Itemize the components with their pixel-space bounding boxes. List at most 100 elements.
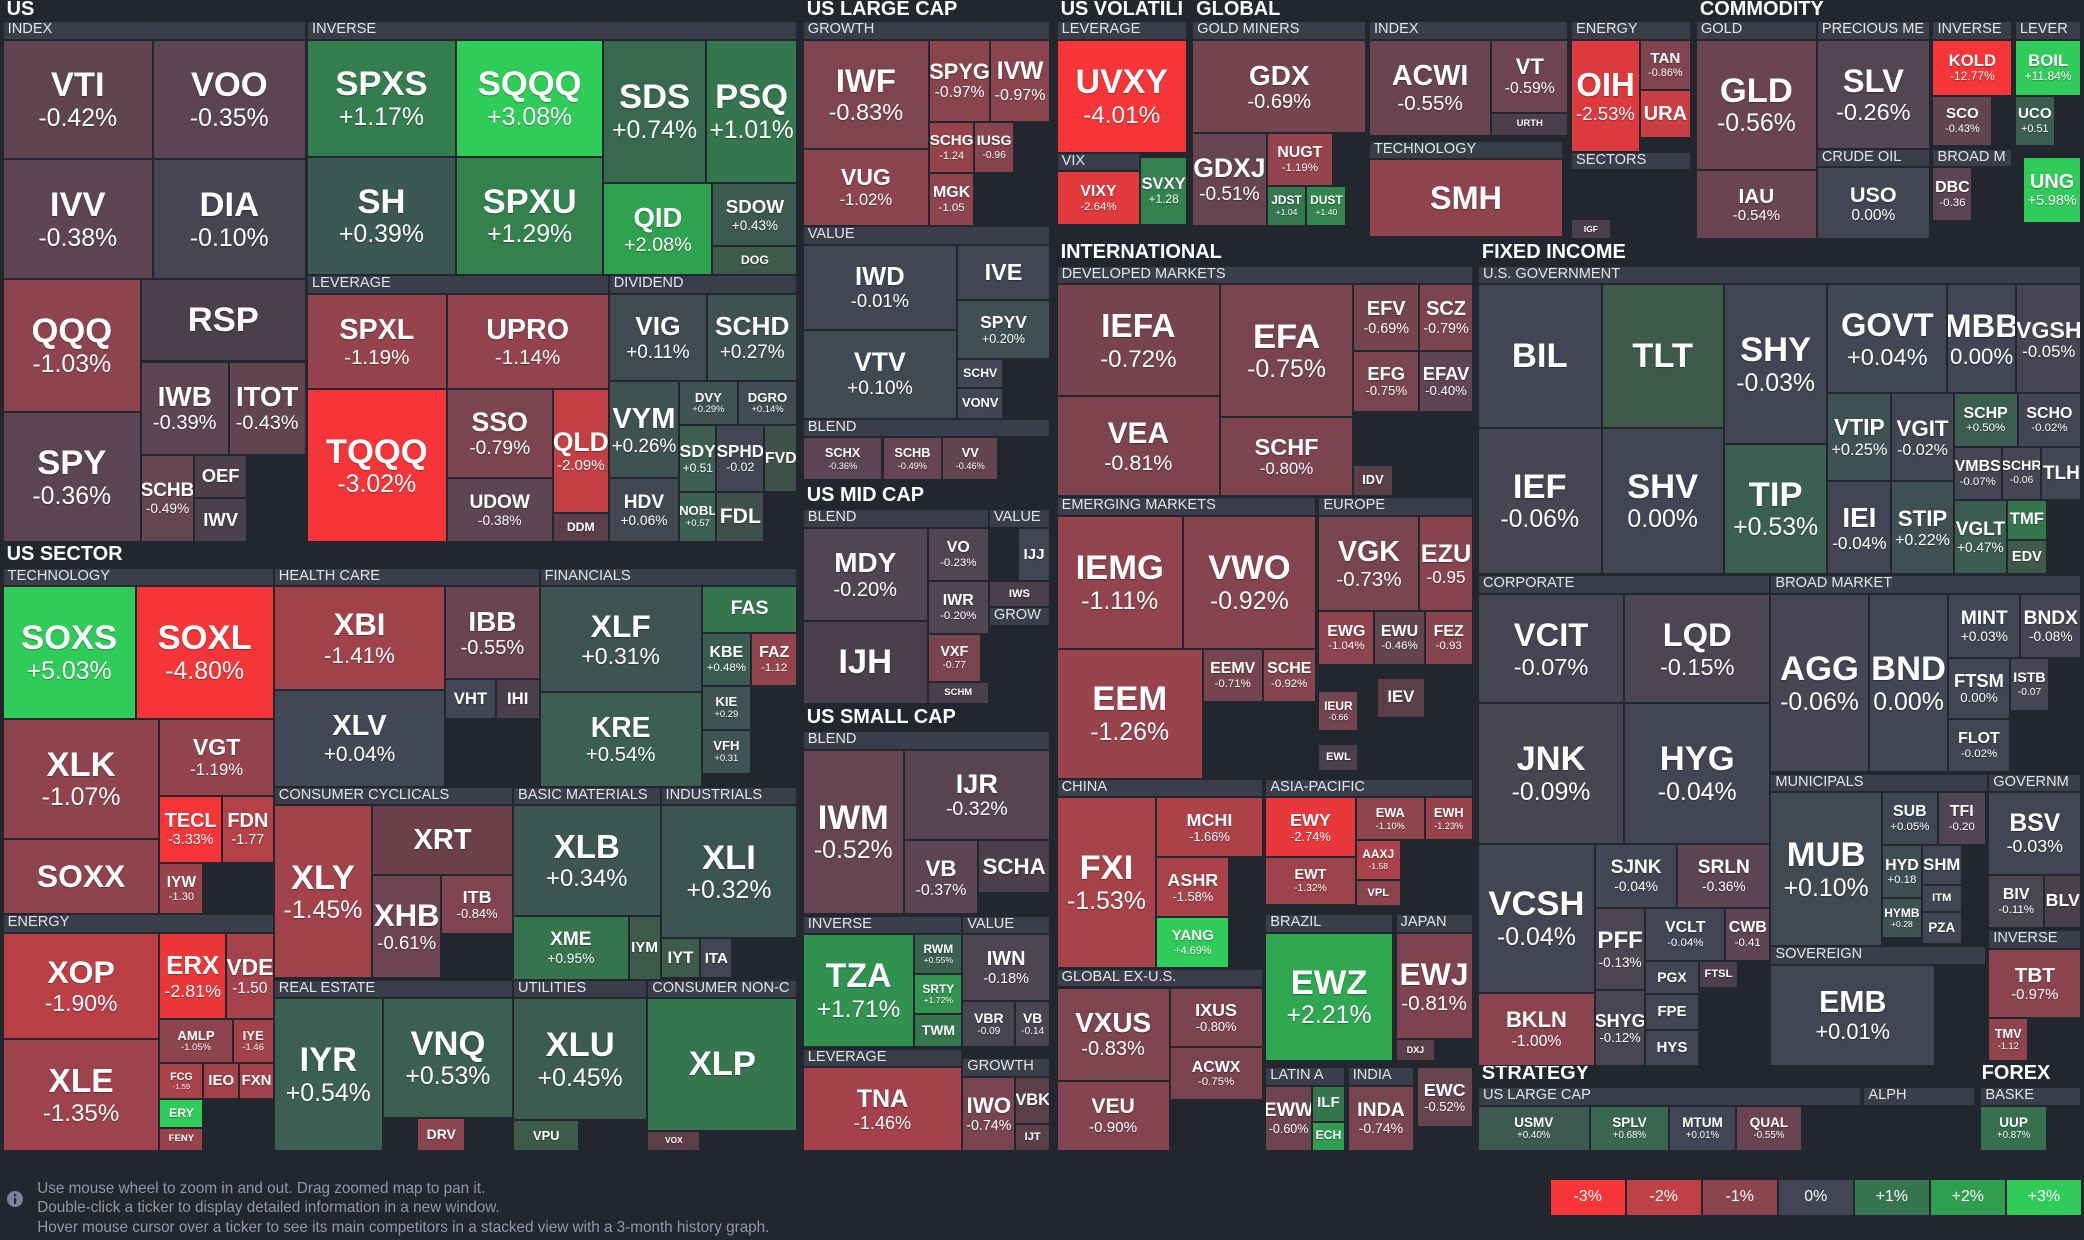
- etf-tile[interactable]: SHY -0.03%: [1723, 284, 1828, 444]
- etf-tile[interactable]: IVV -0.38%: [2, 159, 153, 280]
- etf-tile[interactable]: SCHP +0.50%: [1953, 393, 2018, 447]
- etf-tile[interactable]: XOP -1.90%: [2, 933, 160, 1040]
- etf-tile[interactable]: VCSH -0.04%: [1477, 843, 1595, 993]
- etf-tile[interactable]: VEU -0.90%: [1056, 1080, 1170, 1151]
- etf-tile[interactable]: GOVT +0.04%: [1827, 284, 1948, 394]
- etf-tile[interactable]: VPL: [1355, 879, 1401, 907]
- etf-tile[interactable]: IWS: [988, 580, 1050, 608]
- etf-tile[interactable]: ITOT -0.43%: [228, 361, 306, 455]
- etf-tile[interactable]: KOLD -12.77%: [1932, 39, 2013, 96]
- etf-tile[interactable]: KBE +0.48%: [701, 632, 751, 686]
- etf-tile[interactable]: VBR -0.09: [962, 1000, 1016, 1048]
- etf-tile[interactable]: IEF -0.06%: [1477, 427, 1602, 575]
- etf-tile[interactable]: VTIP +0.25%: [1827, 393, 1892, 482]
- etf-tile[interactable]: EZU -0.95: [1419, 515, 1473, 612]
- etf-tile[interactable]: EWC -0.52%: [1416, 1067, 1473, 1128]
- etf-tile[interactable]: SCHR -0.06: [2001, 446, 2042, 500]
- etf-tile[interactable]: BSV -0.03%: [1988, 792, 2082, 875]
- etf-tile[interactable]: SJNK -0.04%: [1594, 843, 1678, 908]
- etf-tile[interactable]: VUG -1.02%: [802, 148, 929, 226]
- etf-tile[interactable]: FDN -1.77: [221, 796, 274, 863]
- etf-tile[interactable]: UPRO -1.14%: [446, 293, 609, 390]
- etf-tile[interactable]: VFH +0.31: [701, 729, 751, 774]
- etf-tile[interactable]: ACWX -0.75%: [1169, 1047, 1263, 1101]
- etf-tile[interactable]: EDV: [2006, 539, 2047, 575]
- etf-tile[interactable]: UNG +5.98%: [2022, 156, 2082, 224]
- etf-tile[interactable]: FAZ -1.12: [750, 632, 798, 686]
- etf-tile[interactable]: TIP +0.53%: [1723, 443, 1828, 575]
- etf-tile[interactable]: TQQQ -3.02%: [307, 389, 447, 543]
- etf-tile[interactable]: PSQ +1.01%: [705, 39, 798, 184]
- etf-tile[interactable]: VT -0.59%: [1491, 39, 1569, 113]
- etf-tile[interactable]: SH +0.39%: [307, 156, 456, 276]
- etf-tile[interactable]: IYR +0.54%: [273, 998, 383, 1151]
- etf-tile[interactable]: SCHX -0.36%: [802, 437, 883, 480]
- etf-tile[interactable]: FEZ -0.93: [1424, 611, 1473, 665]
- etf-tile[interactable]: VGK -0.73%: [1318, 515, 1420, 612]
- etf-tile[interactable]: SCHF -0.80%: [1220, 417, 1353, 496]
- etf-tile[interactable]: TMV -1.12: [1988, 1018, 2029, 1061]
- etf-tile[interactable]: TMF: [2006, 499, 2047, 540]
- etf-tile[interactable]: EWL: [1318, 744, 1359, 771]
- etf-tile[interactable]: FLOT -0.02%: [1948, 719, 2010, 773]
- etf-tile[interactable]: GLD -0.56%: [1695, 39, 1817, 171]
- etf-tile[interactable]: EWA -1.10%: [1355, 797, 1425, 840]
- etf-tile[interactable]: NOBL +0.57: [679, 491, 717, 543]
- etf-tile[interactable]: IYW -1.30: [159, 862, 204, 915]
- etf-tile[interactable]: DVY +0.29%: [679, 381, 738, 426]
- etf-tile[interactable]: MTUM +0.01%: [1669, 1105, 1736, 1151]
- etf-tile[interactable]: TLT: [1601, 284, 1724, 428]
- etf-tile[interactable]: TBT -0.97%: [1988, 948, 2082, 1019]
- etf-tile[interactable]: JDST +1.04: [1266, 186, 1307, 226]
- etf-tile[interactable]: IWO -0.74%: [962, 1076, 1016, 1151]
- etf-tile[interactable]: RSP: [140, 279, 306, 362]
- etf-tile[interactable]: SVXY +1.28: [1140, 156, 1187, 225]
- etf-tile[interactable]: EMB +0.01%: [1770, 964, 1936, 1066]
- etf-tile[interactable]: SCO -0.43%: [1932, 95, 1993, 147]
- etf-tile[interactable]: VCLT -0.04%: [1645, 907, 1726, 961]
- etf-tile[interactable]: HYD +0.18: [1881, 845, 1922, 899]
- etf-tile[interactable]: XLY -1.45%: [273, 805, 373, 979]
- etf-tile[interactable]: SQQQ +3.08%: [455, 39, 604, 157]
- etf-tile[interactable]: AGG -0.06%: [1770, 594, 1869, 773]
- etf-tile[interactable]: SCHO -0.02%: [2017, 393, 2082, 447]
- etf-tile[interactable]: STIP +0.22%: [1891, 481, 1954, 575]
- etf-tile[interactable]: XLK -1.07%: [2, 719, 160, 839]
- etf-tile[interactable]: IEO: [203, 1063, 240, 1100]
- etf-tile[interactable]: EFAV -0.40%: [1419, 350, 1473, 412]
- etf-tile[interactable]: TAN -0.86%: [1640, 39, 1691, 91]
- etf-tile[interactable]: HYG -0.04%: [1624, 703, 1771, 844]
- etf-tile[interactable]: ITB -0.84%: [441, 874, 514, 935]
- etf-tile[interactable]: SHV 0.00%: [1601, 427, 1724, 575]
- etf-tile[interactable]: IXUS -0.80%: [1169, 987, 1263, 1048]
- etf-tile[interactable]: VIG +0.11%: [608, 293, 708, 382]
- etf-tile[interactable]: VYM +0.26%: [608, 381, 680, 479]
- etf-tile[interactable]: ECH: [1311, 1121, 1346, 1151]
- etf-tile[interactable]: QLD -2.09%: [552, 389, 609, 513]
- etf-tile[interactable]: SHYG -0.12%: [1594, 990, 1646, 1066]
- etf-tile[interactable]: DIA -0.10%: [152, 159, 306, 280]
- etf-tile[interactable]: SCHB -0.49%: [882, 437, 943, 480]
- etf-tile[interactable]: IWM -0.52%: [802, 749, 904, 915]
- etf-tile[interactable]: FXI -1.53%: [1056, 797, 1157, 968]
- etf-tile[interactable]: DOG: [712, 245, 798, 276]
- etf-tile[interactable]: MUB +0.10%: [1770, 792, 1882, 947]
- etf-tile[interactable]: MBB 0.00%: [1947, 284, 2017, 394]
- etf-tile[interactable]: IEV: [1376, 677, 1425, 718]
- etf-tile[interactable]: XLF +0.31%: [539, 586, 702, 693]
- etf-tile[interactable]: VV -0.46%: [942, 437, 999, 480]
- etf-tile[interactable]: IDV: [1353, 465, 1393, 496]
- etf-tile[interactable]: IHI: [495, 679, 540, 720]
- etf-tile[interactable]: VTV +0.10%: [802, 329, 957, 419]
- etf-tile[interactable]: DUST +1.40: [1306, 186, 1347, 226]
- etf-tile[interactable]: SPLV +0.68%: [1589, 1105, 1670, 1151]
- etf-tile[interactable]: VCIT -0.07%: [1477, 594, 1625, 704]
- etf-tile[interactable]: IWD -0.01%: [802, 244, 957, 330]
- etf-tile[interactable]: BLV: [2044, 874, 2082, 928]
- etf-tile[interactable]: SPXL -1.19%: [307, 293, 447, 390]
- etf-tile[interactable]: XME +0.95%: [513, 915, 629, 980]
- etf-tile[interactable]: SPY -0.36%: [2, 412, 141, 543]
- etf-tile[interactable]: TECL -3.33%: [159, 796, 222, 863]
- etf-tile[interactable]: FDL: [716, 491, 765, 543]
- etf-tile[interactable]: GDXJ -0.51%: [1192, 132, 1267, 226]
